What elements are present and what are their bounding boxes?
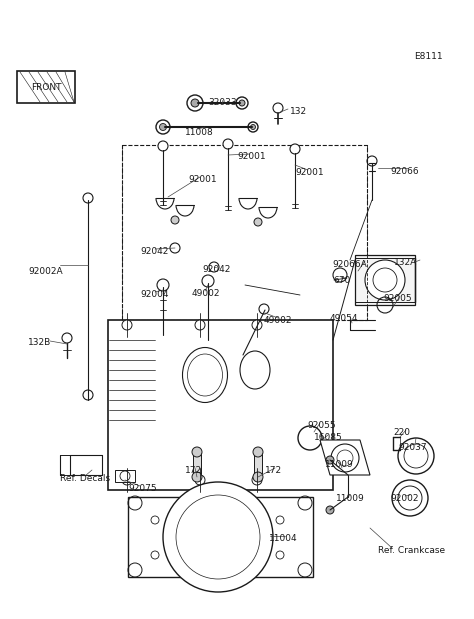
- Bar: [115, 470, 135, 482]
- Circle shape: [62, 333, 72, 343]
- Circle shape: [290, 144, 300, 154]
- Text: 92001: 92001: [237, 152, 265, 161]
- Text: 132: 132: [290, 107, 307, 116]
- FancyBboxPatch shape: [17, 71, 75, 103]
- Text: 172: 172: [185, 466, 202, 475]
- Text: 670: 670: [333, 276, 350, 285]
- Text: 49054: 49054: [330, 314, 358, 323]
- Text: 92075: 92075: [128, 484, 156, 493]
- Text: 92004: 92004: [140, 290, 168, 299]
- Circle shape: [122, 475, 132, 485]
- Circle shape: [83, 193, 93, 203]
- Circle shape: [170, 243, 180, 253]
- Circle shape: [122, 320, 132, 330]
- Circle shape: [367, 156, 377, 166]
- Circle shape: [253, 472, 263, 482]
- Polygon shape: [320, 440, 370, 475]
- Text: FRONT: FRONT: [31, 82, 61, 92]
- Circle shape: [248, 122, 258, 132]
- Text: 220: 220: [393, 428, 410, 437]
- Circle shape: [250, 124, 255, 129]
- Circle shape: [223, 139, 233, 149]
- Circle shape: [259, 304, 269, 314]
- Text: 11008: 11008: [185, 128, 214, 137]
- Circle shape: [404, 444, 428, 468]
- Text: 92002: 92002: [390, 494, 419, 503]
- Text: 92001: 92001: [295, 168, 324, 177]
- Text: 92042: 92042: [140, 247, 168, 256]
- Text: 11009: 11009: [336, 494, 365, 503]
- Circle shape: [209, 262, 219, 272]
- Circle shape: [187, 95, 203, 111]
- Circle shape: [326, 456, 334, 464]
- Text: 49002: 49002: [264, 316, 292, 325]
- Circle shape: [273, 103, 283, 113]
- Circle shape: [163, 482, 273, 592]
- Text: 49002: 49002: [192, 289, 220, 298]
- Circle shape: [83, 390, 93, 400]
- Circle shape: [157, 279, 169, 291]
- Text: 92002A: 92002A: [28, 267, 63, 276]
- Text: 16085: 16085: [314, 433, 343, 442]
- Text: 92042: 92042: [202, 265, 230, 274]
- Circle shape: [195, 320, 205, 330]
- Circle shape: [365, 260, 405, 300]
- Text: 92037: 92037: [398, 443, 427, 452]
- Circle shape: [326, 506, 334, 514]
- Circle shape: [254, 218, 262, 226]
- Circle shape: [373, 268, 397, 292]
- Text: 132B: 132B: [28, 338, 51, 347]
- Text: 11004: 11004: [269, 534, 298, 543]
- Bar: [193, 452, 201, 477]
- Circle shape: [158, 141, 168, 151]
- Bar: [108, 320, 333, 490]
- Text: 172: 172: [265, 466, 282, 475]
- Circle shape: [202, 275, 214, 287]
- Bar: [355, 255, 415, 305]
- Text: Ref. Decals: Ref. Decals: [60, 474, 110, 483]
- Text: 92001: 92001: [188, 175, 217, 184]
- Text: 92055: 92055: [307, 421, 336, 430]
- Circle shape: [239, 100, 245, 106]
- Circle shape: [192, 472, 202, 482]
- Text: 92066: 92066: [390, 167, 419, 176]
- Circle shape: [331, 444, 359, 472]
- Circle shape: [192, 447, 202, 457]
- Circle shape: [191, 99, 199, 107]
- Circle shape: [252, 475, 262, 485]
- Text: E8111: E8111: [414, 52, 443, 61]
- Circle shape: [236, 97, 248, 109]
- Bar: [122, 145, 367, 320]
- Text: Ref. Crankcase: Ref. Crankcase: [378, 546, 445, 555]
- Circle shape: [252, 320, 262, 330]
- Text: 11009: 11009: [325, 460, 354, 469]
- Circle shape: [195, 475, 205, 485]
- Circle shape: [176, 495, 260, 579]
- Text: 132A: 132A: [394, 258, 417, 267]
- Circle shape: [253, 447, 263, 457]
- Bar: [70, 455, 102, 475]
- Circle shape: [120, 471, 130, 481]
- Circle shape: [171, 216, 179, 224]
- Bar: [254, 452, 262, 477]
- Text: 32033: 32033: [208, 98, 237, 107]
- Text: 92066A: 92066A: [332, 260, 367, 269]
- Circle shape: [398, 486, 422, 510]
- Text: 92005: 92005: [383, 294, 411, 303]
- Circle shape: [159, 124, 166, 131]
- Bar: [128, 497, 313, 577]
- Circle shape: [337, 450, 353, 466]
- Circle shape: [156, 120, 170, 134]
